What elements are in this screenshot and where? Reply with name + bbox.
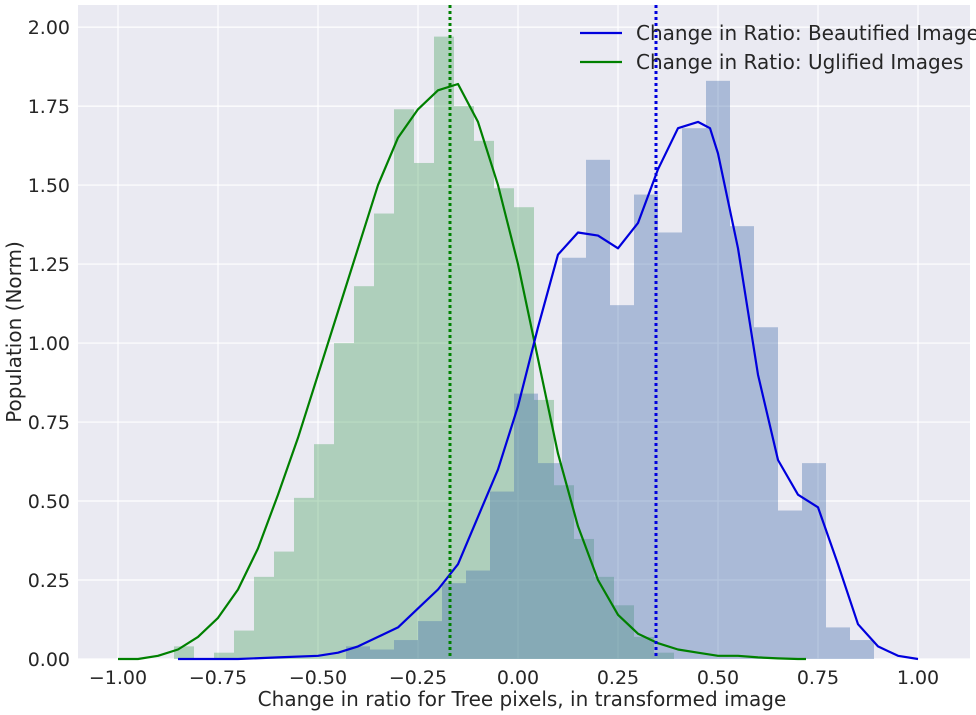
x-tick-label: 0.25 <box>597 667 639 689</box>
histogram-bar <box>514 393 538 659</box>
histogram-bar <box>634 636 654 659</box>
x-tick-label: 0.75 <box>797 667 839 689</box>
histogram-bar <box>174 646 194 659</box>
histogram-bars <box>174 36 874 660</box>
x-tick-label: −0.75 <box>189 667 247 689</box>
grid <box>78 5 970 660</box>
histogram-bar <box>634 194 658 659</box>
histogram-bar <box>826 627 850 659</box>
histogram-bar <box>394 640 418 659</box>
histogram-bar <box>802 463 826 659</box>
histogram-bar <box>370 649 394 659</box>
histogram-bar <box>354 286 374 659</box>
legend-label: Change in Ratio: Uglified Images <box>636 50 963 74</box>
x-axis-label: Change in ratio for Tree pixels, in tran… <box>258 687 787 711</box>
histogram-bar <box>474 140 494 659</box>
histogram-bar <box>490 491 514 659</box>
y-tick-label: 0.00 <box>28 649 70 671</box>
histogram-bar <box>214 652 234 659</box>
histogram-bar <box>706 80 730 659</box>
y-tick-label: 0.25 <box>28 570 70 592</box>
histogram-bar <box>658 232 682 659</box>
histogram-bar <box>418 621 442 659</box>
kde-lines <box>118 82 919 661</box>
histogram-bar <box>346 646 370 659</box>
y-axis-label: Population (Norm) <box>2 241 26 423</box>
histogram-bar <box>414 162 434 659</box>
histogram-bar <box>294 497 314 659</box>
histogram-bar <box>654 652 674 659</box>
x-tick-label: −0.25 <box>389 667 447 689</box>
histogram-bar <box>374 213 394 660</box>
y-tick-label: 1.75 <box>28 96 70 118</box>
kde-line <box>178 120 919 661</box>
histogram-bar <box>682 128 706 659</box>
histogram-bar <box>334 343 354 659</box>
y-tick-label: 1.50 <box>28 175 70 197</box>
histogram-bar <box>466 570 490 659</box>
kde-line <box>118 82 806 661</box>
histogram-bar <box>586 159 610 660</box>
histogram-bar <box>850 640 874 659</box>
histogram-bar <box>494 188 514 659</box>
x-tick-label: −0.50 <box>289 667 347 689</box>
legend: Change in Ratio: Beautified Images Change… <box>580 21 976 74</box>
histogram-bar <box>254 576 274 659</box>
histogram-bar <box>538 463 562 659</box>
histogram-bar <box>442 583 466 659</box>
x-tick-label: 1.00 <box>897 667 939 689</box>
y-tick-label: 1.00 <box>28 333 70 355</box>
x-tick-label: 0.00 <box>497 667 539 689</box>
tick-labels: −1.00 −0.75 −0.50 −0.25 0.00 0.25 0.50 0.75 1.00… <box>28 17 939 689</box>
mean-lines <box>448 5 658 659</box>
y-tick-label: 2.00 <box>28 17 70 39</box>
histogram-bar <box>730 226 754 659</box>
histogram-bar <box>754 327 778 659</box>
histogram-bar <box>314 444 334 659</box>
y-tick-label: 0.50 <box>28 491 70 513</box>
histogram-bar <box>274 551 294 659</box>
histogram-bar <box>454 106 474 660</box>
y-tick-label: 1.25 <box>28 254 70 276</box>
x-tick-label: −1.00 <box>89 667 147 689</box>
y-tick-label: 0.75 <box>28 412 70 434</box>
x-tick-label: 0.50 <box>697 667 739 689</box>
histogram-bar <box>778 510 802 659</box>
histogram-bar <box>614 605 634 659</box>
histogram-bar <box>574 538 594 659</box>
histogram-bar <box>394 109 414 660</box>
histogram-bar <box>554 485 574 659</box>
plot-background <box>78 5 970 659</box>
histogram-bar <box>562 257 586 659</box>
legend-label: Change in Ratio: Beautified Images <box>636 21 976 45</box>
histogram-bar <box>610 305 634 659</box>
histogram-bar <box>534 399 554 659</box>
histogram-bar <box>234 630 254 659</box>
